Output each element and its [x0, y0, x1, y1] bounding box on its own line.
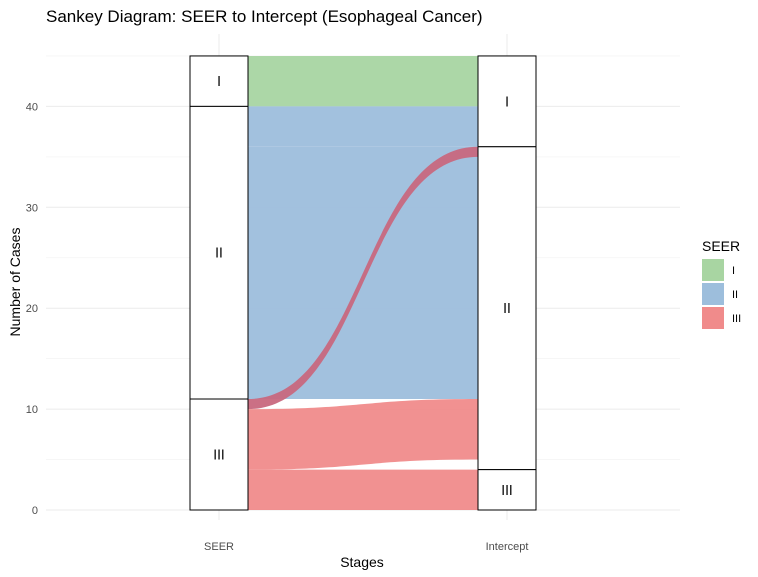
legend-key-II [702, 283, 724, 305]
legend-title: SEER [702, 238, 740, 254]
flow-III-to-I [248, 146, 478, 410]
legend-key-I [702, 259, 724, 281]
legend-label: I [732, 265, 735, 277]
y-tick-label: 40 [26, 101, 38, 113]
y-tick-label: 10 [26, 404, 38, 416]
x-tick-label: SEER [204, 541, 234, 553]
flow-II-to-I [248, 106, 478, 147]
legend-label: III [732, 313, 741, 325]
axes: 0 10 20 30 40 SEER Intercept [26, 101, 529, 553]
flows [248, 55, 478, 510]
stratum-intercept-I [477, 55, 537, 148]
stratum-label: I [217, 75, 221, 90]
stratum-intercept-III [477, 469, 537, 511]
stratum-label: I [505, 95, 509, 110]
stratum-label: II [215, 247, 223, 262]
y-tick-label: 30 [26, 202, 38, 214]
y-tick-label: 0 [32, 505, 38, 517]
y-axis-title: Number of Cases [7, 228, 23, 337]
x-tick-label: Intercept [486, 541, 529, 553]
stratum-intercept-II [477, 146, 537, 471]
stratum-seer-I [189, 55, 249, 107]
flow-III-to-III [248, 469, 478, 510]
stratum-label: III [213, 449, 225, 464]
flow-III-to-II [248, 399, 478, 470]
x-axis-title: Stages [340, 554, 384, 570]
stratum-seer-III [189, 398, 249, 511]
y-tick-label: 20 [26, 303, 38, 315]
stratum-label: II [503, 302, 511, 317]
stratum-label: III [501, 484, 513, 499]
chart-title: Sankey Diagram: SEER to Intercept (Esoph… [46, 7, 483, 26]
flow-I-to-I [248, 55, 478, 107]
legend-label: II [732, 289, 738, 301]
legend-key-III [702, 307, 724, 329]
